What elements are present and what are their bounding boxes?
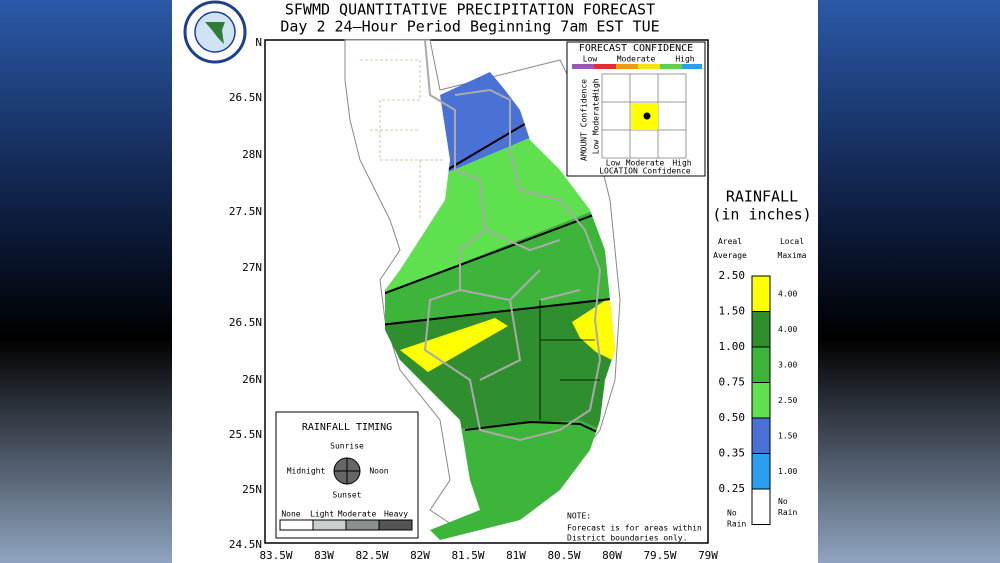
lon-label: 83W — [314, 549, 334, 562]
local-label: 4.00 — [778, 289, 797, 298]
legend-swatch — [751, 275, 771, 312]
amount-level: Moderate — [592, 97, 601, 136]
logo — [183, 0, 247, 64]
lat-label: 25.5N — [229, 428, 262, 441]
local-label: No Rain — [778, 496, 797, 516]
local-label: 3.00 — [778, 360, 797, 369]
lon-label: 82W — [410, 549, 430, 562]
location-title: LOCATION Confidence — [599, 167, 691, 176]
legend-heading: Local Maxima — [778, 237, 807, 260]
lat-label: N — [255, 36, 262, 49]
location-level: Low — [606, 159, 621, 168]
lon-label: 81W — [506, 549, 526, 562]
legend-swatch — [751, 382, 771, 419]
areal-label: 0.50 — [719, 411, 746, 424]
confidence-box: FORECAST CONFIDENCE Low Moderate High AM… — [566, 41, 706, 177]
confidence-title: FORECAST CONFIDENCE — [579, 43, 693, 54]
location-level: High — [672, 159, 691, 168]
timing-label: Noon — [369, 467, 388, 476]
legend-swatch — [751, 417, 771, 454]
legend-title: RAINFALL — [726, 188, 798, 206]
timing-label: Midnight — [287, 467, 326, 476]
scale-label: High — [675, 55, 694, 64]
timing-box: RAINFALL TIMING Sunrise Midnight Noon Su… — [275, 411, 419, 539]
lon-label: 80W — [602, 549, 622, 562]
areal-label: 0.35 — [719, 447, 746, 460]
scale-label: Moderate — [617, 55, 656, 64]
amount-title: AMOUNT Confidence — [580, 79, 589, 161]
note-label: NOTE: — [567, 512, 591, 521]
intensity-label: Light — [310, 510, 334, 519]
timing-title: RAINFALL TIMING — [302, 422, 392, 433]
areal-label: 1.50 — [719, 305, 746, 318]
amount-level: High — [592, 78, 601, 97]
lon-label: 83.5W — [259, 549, 292, 562]
lat-label: 24.5N — [229, 538, 262, 551]
lon-label: 79W — [698, 549, 718, 562]
lon-label: 80.5W — [547, 549, 580, 562]
areal-label: 1.00 — [719, 340, 746, 353]
areal-label: 2.50 — [719, 269, 746, 282]
lon-label: 81.5W — [451, 549, 484, 562]
bottom-label: No Rain — [727, 508, 746, 528]
areal-label: 0.25 — [719, 482, 746, 495]
timing-label: Sunset — [333, 491, 362, 500]
lat-label: 25N — [242, 483, 262, 496]
legend-swatch — [751, 346, 771, 383]
lat-label: 27N — [242, 261, 262, 274]
local-label: 2.50 — [778, 396, 797, 405]
legend-swatch — [751, 488, 771, 525]
amount-level: Low — [592, 140, 601, 155]
intensity-label: Heavy — [384, 510, 408, 519]
note-line: District boundaries only. — [567, 534, 687, 543]
location-level: Moderate — [626, 159, 665, 168]
legend-heading: Areal Average — [713, 237, 747, 260]
local-label: 1.00 — [778, 467, 797, 476]
intensity-label: None — [281, 510, 300, 519]
lat-label: 26.5N — [229, 91, 262, 104]
note: NOTE: Forecast is for areas within Distr… — [567, 512, 702, 543]
areal-label: 0.75 — [719, 376, 746, 389]
local-label: 4.00 — [778, 325, 797, 334]
timing-label: Sunrise — [330, 442, 364, 451]
lat-label: 28N — [242, 148, 262, 161]
intensity-label: Moderate — [338, 510, 377, 519]
legend-subtitle: (in inches) — [712, 206, 811, 224]
legend-swatch — [751, 311, 771, 348]
lat-label: 27.5N — [229, 205, 262, 218]
lon-label: 82.5W — [355, 549, 388, 562]
subtitle: Day 2 24–Hour Period Beginning 7am EST T… — [280, 18, 659, 36]
lat-label: 26.5N — [229, 316, 262, 329]
rainfall-legend: RAINFALL (in inches) — [712, 188, 811, 224]
local-label: 1.50 — [778, 431, 797, 440]
note-line: Forecast is for areas within — [567, 524, 702, 533]
legend-swatch — [751, 453, 771, 490]
lat-label: 26N — [242, 373, 262, 386]
title: SFWMD QUANTITATIVE PRECIPITATION FORECAS… — [285, 1, 655, 19]
scale-label: Low — [583, 55, 598, 64]
lon-label: 79.5W — [643, 549, 676, 562]
